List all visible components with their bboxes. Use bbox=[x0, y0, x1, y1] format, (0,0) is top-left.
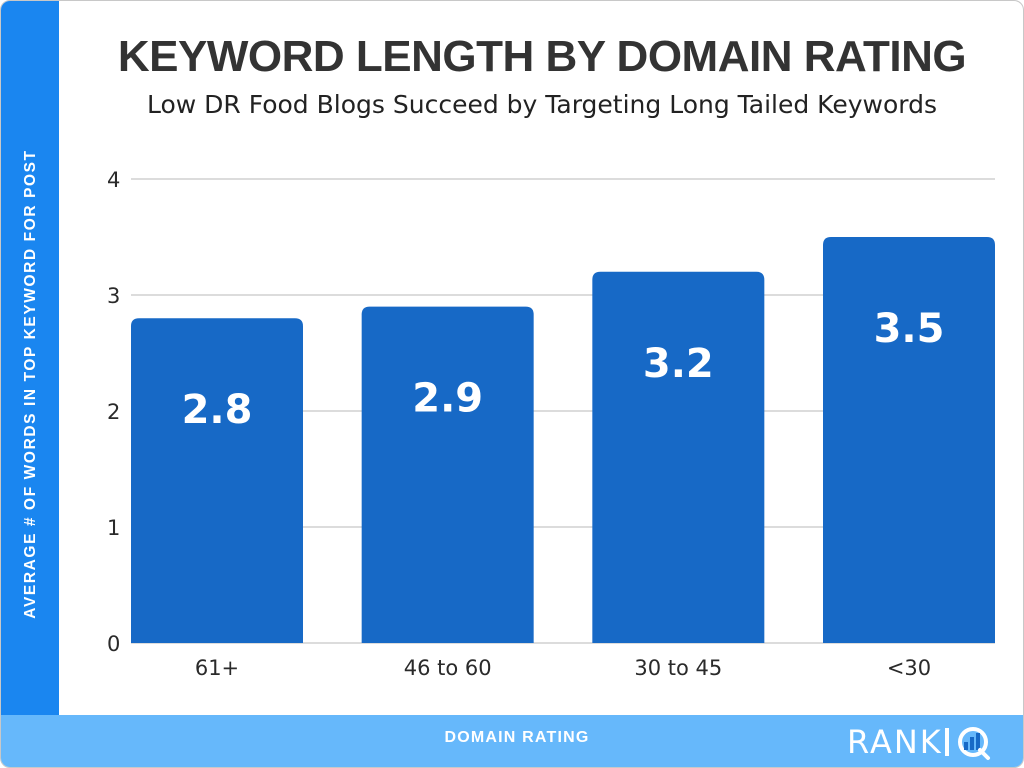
chart-title: KEYWORD LENGTH BY DOMAIN RATING bbox=[117, 32, 967, 81]
y-tick-label: 2 bbox=[107, 400, 120, 424]
data-label: 2.9 bbox=[412, 376, 483, 422]
x-tick-label: <30 bbox=[887, 656, 931, 680]
bar bbox=[592, 271, 765, 643]
x-tick-label: 61+ bbox=[195, 656, 239, 680]
logo-wordmark-suffix: IQ bbox=[943, 722, 995, 762]
bar bbox=[361, 306, 534, 643]
data-label: 3.2 bbox=[643, 341, 714, 387]
chart-subtitle: Low DR Food Blogs Succeed by Targeting L… bbox=[146, 90, 937, 119]
bar-chart: 0 1 2 3 4 2.8 61+ 2.9 46 to 60 3.2 30 to 45 3.5 <30 bbox=[107, 168, 995, 680]
bar bbox=[131, 318, 303, 643]
y-axis-band: AVERAGE # OF WORDS IN TOP KEYWORD FOR PO… bbox=[1, 1, 59, 715]
data-label: 3.5 bbox=[874, 306, 945, 352]
logo-wordmark: RANK bbox=[847, 723, 943, 761]
data-label: 2.8 bbox=[182, 387, 253, 433]
y-tick-label: 4 bbox=[107, 168, 120, 192]
y-tick-label: 0 bbox=[107, 632, 120, 656]
y-tick-label: 1 bbox=[107, 516, 120, 540]
x-tick-label: 46 to 60 bbox=[404, 656, 492, 680]
x-tick-label: 30 to 45 bbox=[634, 656, 722, 680]
bar bbox=[823, 237, 995, 643]
x-axis-band: DOMAIN RATING bbox=[1, 715, 1023, 767]
logo-iq-icon bbox=[944, 727, 990, 760]
rankiq-logo: RANK IQ bbox=[847, 722, 995, 762]
x-axis-label: DOMAIN RATING bbox=[444, 729, 590, 746]
y-tick-label: 3 bbox=[107, 284, 120, 308]
